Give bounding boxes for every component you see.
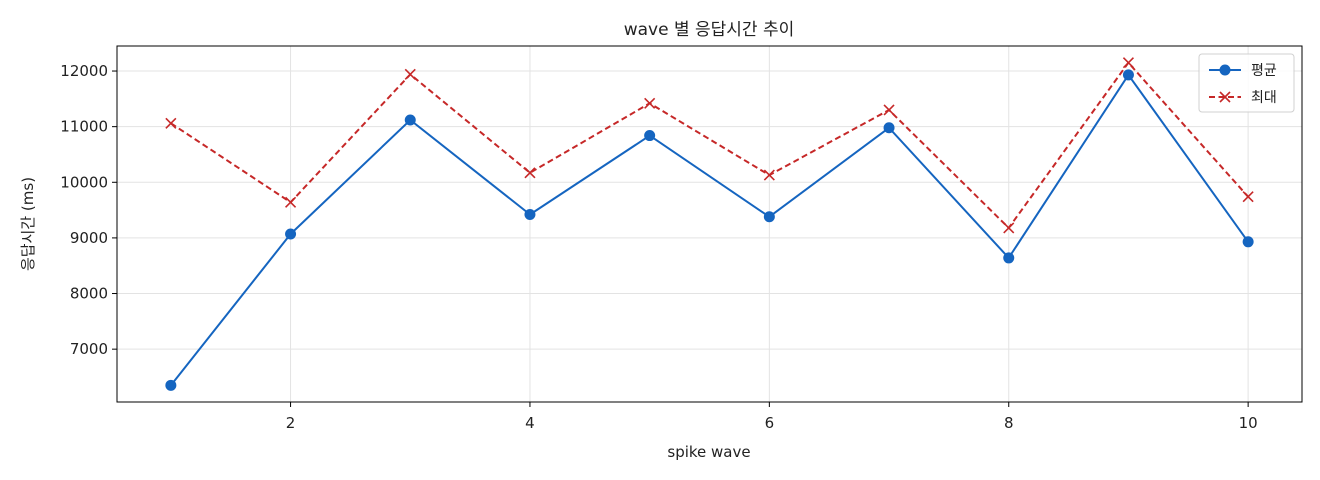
data-point-avg <box>644 130 656 142</box>
y-tick-label: 12000 <box>60 62 108 80</box>
data-point-max <box>644 97 656 109</box>
chart-title: wave 별 응답시간 추이 <box>624 20 795 40</box>
x-marker-stroke <box>883 104 895 116</box>
data-point-max <box>165 117 177 129</box>
x-marker-stroke <box>165 117 177 129</box>
legend-label-avg: 평균 <box>1251 63 1277 79</box>
data-point-max <box>284 196 297 208</box>
x-marker-stroke <box>284 196 297 208</box>
grid <box>117 46 1302 402</box>
plot-frame <box>116 45 1303 403</box>
data-point-avg <box>524 209 536 221</box>
y-tick-label: 9000 <box>70 229 108 247</box>
x-marker-stroke <box>644 97 656 109</box>
data-point-max <box>1003 222 1015 234</box>
data-point-avg <box>1122 69 1134 81</box>
x-axis-ticks: 2 4 6 8 10 <box>286 402 1258 432</box>
x-tick-label: 6 <box>765 414 775 432</box>
data-point-max <box>404 68 416 80</box>
data-point-avg <box>1242 236 1254 248</box>
x-axis-label: spike wave <box>667 443 750 461</box>
y-axis-ticks: 7000 8000 9000 10000 11000 12000 <box>60 62 117 358</box>
data-point-avg <box>404 114 416 126</box>
x-tick-label: 2 <box>286 414 296 432</box>
x-marker-stroke <box>524 167 536 179</box>
series-layer <box>165 57 1254 391</box>
data-point-avg <box>763 211 775 223</box>
data-point-max <box>883 104 895 116</box>
data-point-avg <box>883 122 895 134</box>
data-point-avg <box>1003 252 1015 264</box>
x-tick-label: 10 <box>1239 414 1258 432</box>
y-axis-label: 응답시간 (ms) <box>19 177 37 271</box>
legend-marker-max <box>1219 91 1231 103</box>
x-marker-stroke <box>1003 222 1015 234</box>
x-marker-stroke <box>1122 57 1135 69</box>
data-point-avg <box>285 228 297 240</box>
legend-box <box>1198 53 1295 113</box>
data-point-max <box>763 169 775 181</box>
data-point-avg <box>165 379 177 391</box>
x-marker-stroke <box>1219 91 1231 103</box>
y-tick-label: 8000 <box>70 285 108 303</box>
x-marker-stroke <box>404 68 416 80</box>
x-marker-stroke <box>763 169 775 181</box>
legend-marker-avg <box>1219 64 1231 76</box>
y-tick-label: 11000 <box>60 118 108 136</box>
y-tick-label: 7000 <box>70 340 108 358</box>
x-marker-stroke <box>1242 191 1254 203</box>
x-tick-label: 4 <box>525 414 535 432</box>
x-tick-label: 8 <box>1004 414 1014 432</box>
data-point-max <box>524 167 536 179</box>
data-point-max <box>1242 191 1254 203</box>
data-point-max <box>1122 57 1135 69</box>
legend-label-max: 최대 <box>1251 90 1277 106</box>
series-line-max <box>170 61 1249 229</box>
series-line-avg <box>170 73 1249 386</box>
y-tick-label: 10000 <box>60 173 108 191</box>
